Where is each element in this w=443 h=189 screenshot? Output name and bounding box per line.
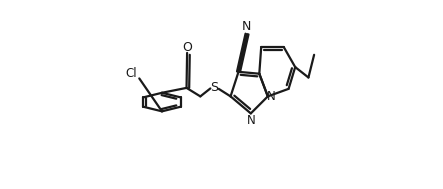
Text: N: N [241,20,251,33]
Text: S: S [210,81,218,94]
Text: Cl: Cl [125,67,136,80]
Text: N: N [267,90,276,103]
Text: N: N [246,114,255,126]
Text: O: O [183,41,192,54]
